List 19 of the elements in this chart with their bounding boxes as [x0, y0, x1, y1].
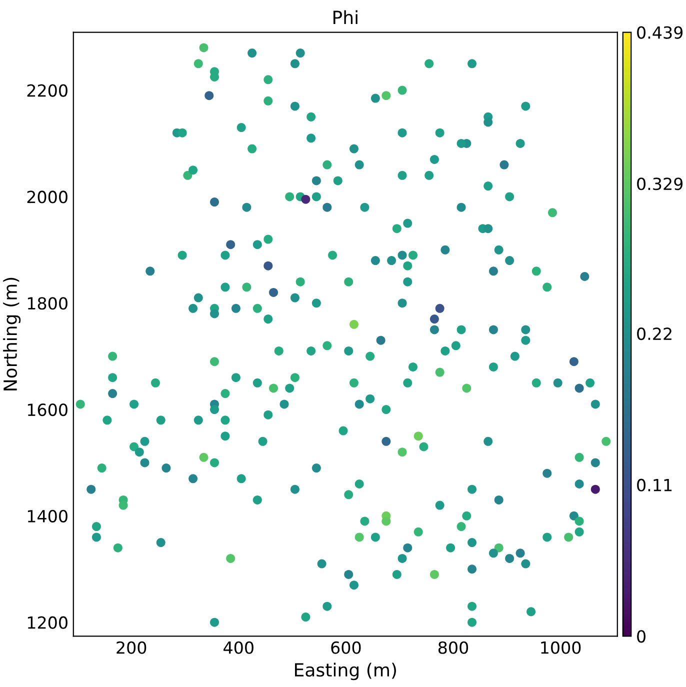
y-tick-label: 2000	[27, 190, 68, 204]
y-tick-label: 1200	[28, 616, 68, 629]
color-bar-label: 0.11	[637, 478, 672, 492]
y-tick-label: 1800	[28, 297, 68, 310]
x-tick-label: 600	[331, 641, 361, 654]
x-tick-label: 200	[116, 641, 146, 654]
color-bar-label: 0.329	[637, 178, 683, 190]
y-axis-title: Northing (m)	[3, 278, 21, 390]
y-tick-label: 1400	[28, 510, 68, 522]
chart-title: Phi	[334, 10, 358, 24]
x-axis-title: Easting (m)	[295, 662, 396, 680]
x-tick-label: 400	[224, 641, 254, 654]
y-tick-label: 2200	[27, 84, 68, 97]
color-bar-label: 0.439	[637, 26, 683, 39]
x-tick-label: 800	[438, 641, 468, 654]
color-bar-label: 0	[637, 630, 646, 643]
x-tick-label: 1000	[541, 641, 581, 654]
color-bar-label: 0.22	[637, 328, 672, 340]
y-tick-label: 1600	[28, 403, 68, 416]
